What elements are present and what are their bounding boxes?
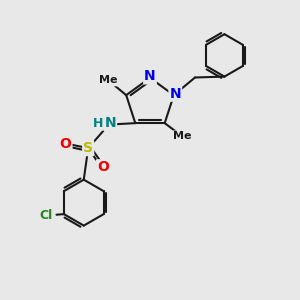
Text: H: H bbox=[92, 117, 103, 130]
Text: O: O bbox=[60, 137, 71, 151]
Text: Cl: Cl bbox=[40, 209, 53, 222]
Text: S: S bbox=[83, 141, 93, 155]
Text: O: O bbox=[97, 160, 109, 174]
Text: N: N bbox=[169, 87, 181, 101]
Text: Me: Me bbox=[173, 131, 192, 141]
Text: N: N bbox=[144, 69, 156, 83]
Text: Me: Me bbox=[99, 75, 118, 85]
Text: N: N bbox=[104, 116, 116, 130]
